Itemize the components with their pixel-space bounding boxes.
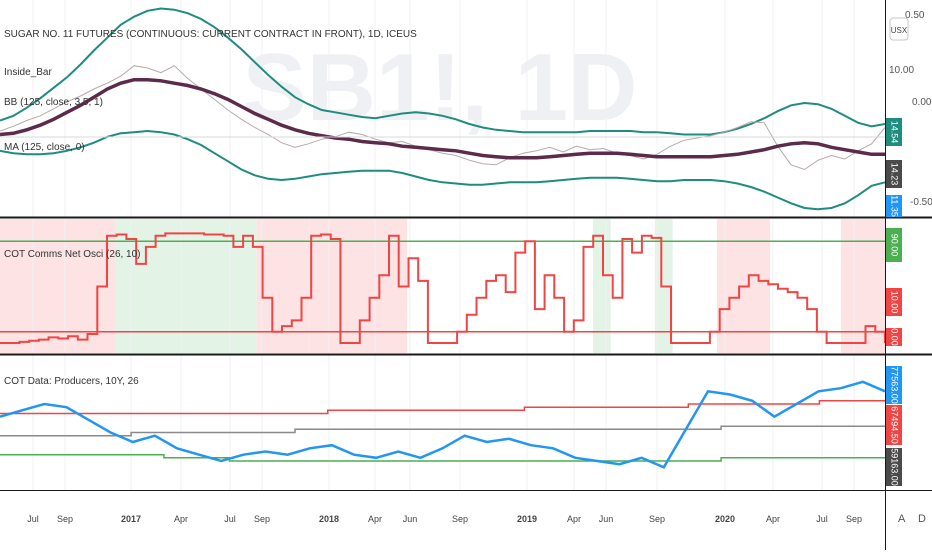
axis-badge <box>886 118 902 146</box>
symbol-watermark: SB1!, 1D <box>243 34 638 141</box>
time-axis-label: Jul <box>224 514 236 524</box>
axis-badge <box>886 448 902 486</box>
cot-zone <box>593 219 611 353</box>
time-axis-label: Sep <box>254 514 270 524</box>
gridlines <box>32 0 855 490</box>
price-axis-tick: 10.00 <box>889 65 914 76</box>
axis-badge <box>886 160 902 188</box>
time-axis-label: 2020 <box>715 514 735 524</box>
price-axis-tick: -0.50 <box>910 197 932 208</box>
cot-zone <box>256 219 310 353</box>
producers-upper-line <box>0 400 885 415</box>
price-axis[interactable]: 0.50 10.00 0.00 -0.50 USX <box>889 10 932 208</box>
producers-mid-line <box>0 425 885 437</box>
time-axis-label: 2019 <box>517 514 537 524</box>
cot-zone <box>840 219 886 353</box>
axis-badges: 14.54 14.23 11.35 90.00 10.00 0.00 77563.00 674… <box>886 118 902 486</box>
producers-legend-label[interactable]: COT Data: Producers, 10Y, 26 <box>4 376 139 387</box>
time-axis-label: Apr <box>567 514 581 524</box>
time-axis-label: Apr <box>766 514 780 524</box>
axis-badge <box>886 288 902 316</box>
time-axis-label: Jul <box>816 514 828 524</box>
cot-legend-label[interactable]: COT Comms Net Osci (26, 10) <box>4 249 141 260</box>
time-axis-label: Apr <box>174 514 188 524</box>
currency-button-label: USX <box>891 26 908 35</box>
time-axis-label: 2018 <box>319 514 339 524</box>
time-axis-label: Sep <box>57 514 73 524</box>
cot-zone <box>309 219 408 353</box>
time-axis[interactable]: Jul Sep 2017 Apr Jul Sep 2018 Apr Jun Sep 2019 Apr J… <box>27 514 862 524</box>
axis-badge-label: 10.00 <box>890 291 900 314</box>
time-axis-label: Sep <box>649 514 665 524</box>
axis-badge-label: 14.54 <box>890 121 900 144</box>
axis-badge-label: 67494.50 <box>890 406 900 444</box>
time-axis-label: Jul <box>27 514 39 524</box>
price-line <box>0 65 886 171</box>
time-axis-label: Sep <box>452 514 468 524</box>
ma-line <box>0 77 885 160</box>
time-axis-label: Jun <box>599 514 614 524</box>
bb-lower-band <box>0 129 886 211</box>
currency-button[interactable] <box>889 17 909 41</box>
time-axis-label: Apr <box>368 514 382 524</box>
time-axis-label: 2017 <box>121 514 141 524</box>
axis-badge-label: 90.00 <box>890 234 900 257</box>
cot-oscillator-line <box>0 232 886 344</box>
log-scale-button[interactable]: D <box>918 513 926 525</box>
axis-badge-label: 59163.00 <box>890 448 900 486</box>
axis-badge <box>886 405 902 445</box>
axis-badge <box>886 195 902 217</box>
producers-line <box>0 380 886 469</box>
bb-legend-label[interactable]: BB (125, close, 3.5, 1) <box>4 97 103 108</box>
axis-badge <box>886 228 902 262</box>
chart-title: SUGAR NO. 11 FUTURES (CONTINUOUS: CURREN… <box>4 29 417 40</box>
axis-badge <box>886 328 902 346</box>
auto-scale-button[interactable]: A <box>898 513 906 525</box>
time-axis-label: Jun <box>403 514 418 524</box>
bb-upper-band <box>0 7 886 136</box>
axis-badge-label: 14.23 <box>890 163 900 186</box>
producers-lower-line <box>0 453 885 462</box>
price-axis-tick: 0.00 <box>912 97 932 108</box>
axis-badge-label: 77563.00 <box>890 366 900 404</box>
axis-badge-label: 0.00 <box>890 328 900 346</box>
inside-bar-label[interactable]: Inside_Bar <box>4 67 52 78</box>
axis-badge <box>886 366 902 404</box>
price-axis-tick: 0.50 <box>905 10 925 21</box>
time-axis-label: Sep <box>846 514 862 524</box>
axis-badge-label: 11.35 <box>890 195 900 217</box>
ma-legend-label[interactable]: MA (125, close, 0) <box>4 142 85 153</box>
